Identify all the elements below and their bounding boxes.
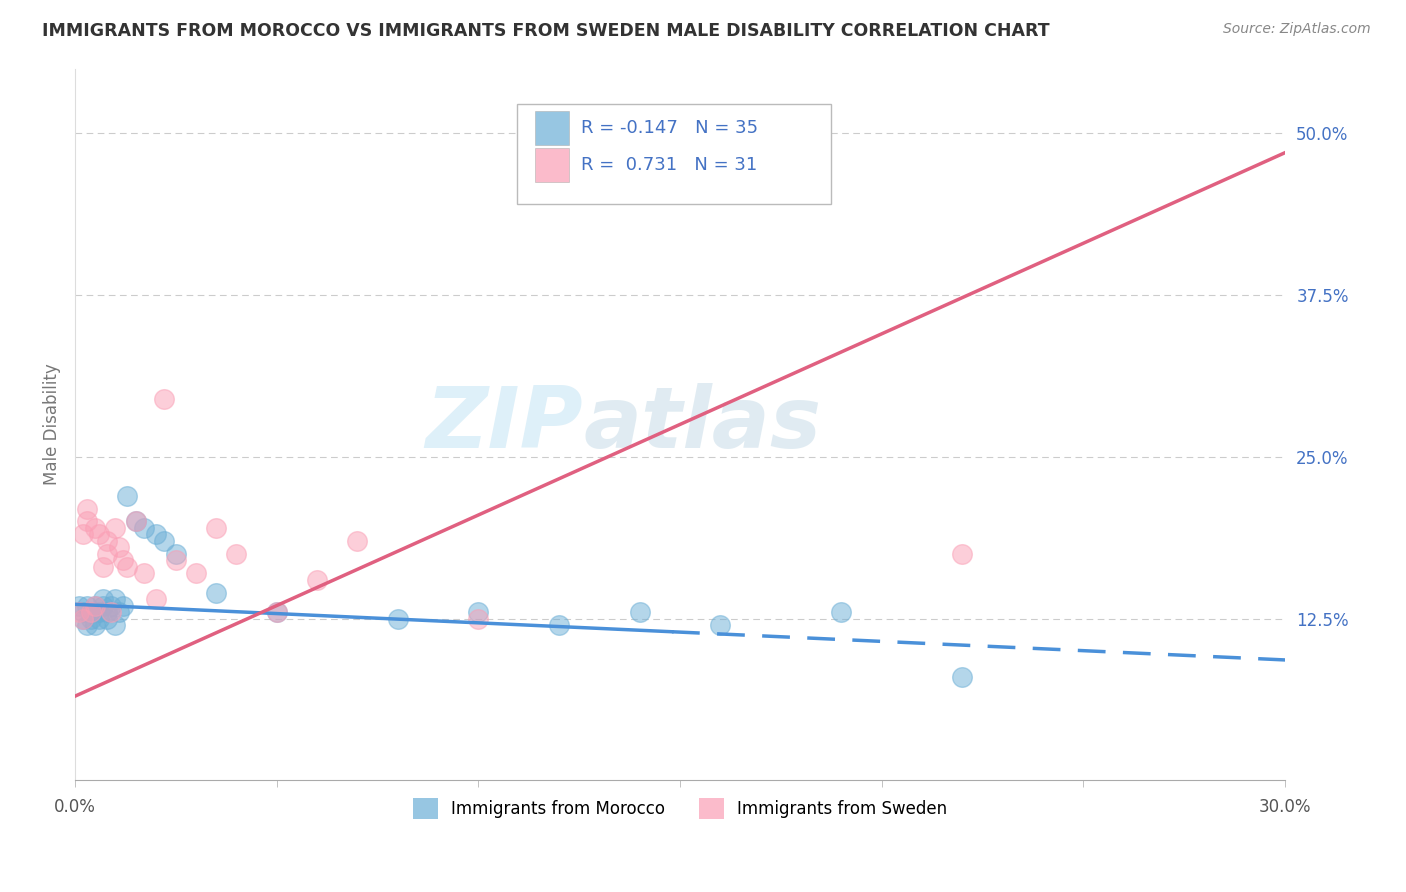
Point [96, 533, 118, 548]
Point [76, 599, 98, 613]
Point [628, 178, 651, 192]
Point [346, 533, 368, 548]
Point [387, 611, 409, 625]
Point [104, 618, 127, 632]
Point [152, 533, 174, 548]
Bar [534, 148, 568, 182]
Point [76, 618, 98, 632]
Point [117, 489, 139, 503]
Point [76, 515, 98, 529]
Point [184, 566, 207, 581]
Point [305, 573, 328, 587]
Point [467, 611, 489, 625]
Point [67, 605, 90, 619]
Point [89, 605, 111, 619]
Point [96, 611, 118, 625]
Point [96, 547, 118, 561]
Point [548, 618, 571, 632]
Text: Source: ZipAtlas.com: Source: ZipAtlas.com [1223, 22, 1371, 37]
Point [628, 605, 651, 619]
Point [89, 611, 111, 625]
Point [72, 611, 94, 625]
Text: R =  0.731   N = 31: R = 0.731 N = 31 [581, 156, 756, 174]
Text: IMMIGRANTS FROM MOROCCO VS IMMIGRANTS FROM SWEDEN MALE DISABILITY CORRELATION CH: IMMIGRANTS FROM MOROCCO VS IMMIGRANTS FR… [42, 22, 1050, 40]
Point [72, 527, 94, 541]
Point [84, 521, 107, 535]
Point [205, 585, 228, 599]
Legend: Immigrants from Morocco, Immigrants from Sweden: Immigrants from Morocco, Immigrants from… [406, 792, 953, 825]
Point [100, 599, 122, 613]
Point [80, 605, 103, 619]
Point [100, 605, 122, 619]
Point [104, 592, 127, 607]
Point [152, 392, 174, 406]
Point [112, 599, 135, 613]
Point [80, 605, 103, 619]
Point [108, 605, 131, 619]
Point [91, 592, 114, 607]
Point [225, 547, 247, 561]
Point [91, 559, 114, 574]
Point [145, 592, 167, 607]
Point [266, 605, 288, 619]
Point [124, 515, 146, 529]
Point [84, 618, 107, 632]
Point [124, 515, 146, 529]
Point [91, 599, 114, 613]
Point [132, 566, 155, 581]
Text: R = -0.147   N = 35: R = -0.147 N = 35 [581, 119, 758, 136]
Point [96, 605, 118, 619]
Text: atlas: atlas [583, 383, 821, 466]
Bar [534, 111, 568, 145]
Point [950, 670, 973, 684]
Point [165, 547, 187, 561]
Point [830, 605, 852, 619]
Text: ZIP: ZIP [426, 383, 583, 466]
Point [205, 521, 228, 535]
FancyBboxPatch shape [516, 104, 831, 203]
Point [950, 547, 973, 561]
Point [266, 605, 288, 619]
Point [84, 599, 107, 613]
Point [89, 527, 111, 541]
Point [72, 611, 94, 625]
Point [108, 541, 131, 555]
Point [67, 599, 90, 613]
Point [84, 599, 107, 613]
Point [104, 521, 127, 535]
Point [80, 611, 103, 625]
Point [117, 559, 139, 574]
Point [709, 618, 731, 632]
Point [165, 553, 187, 567]
Point [112, 553, 135, 567]
Point [76, 501, 98, 516]
Point [467, 605, 489, 619]
Point [145, 527, 167, 541]
Point [72, 605, 94, 619]
Y-axis label: Male Disability: Male Disability [44, 364, 60, 485]
Point [132, 521, 155, 535]
